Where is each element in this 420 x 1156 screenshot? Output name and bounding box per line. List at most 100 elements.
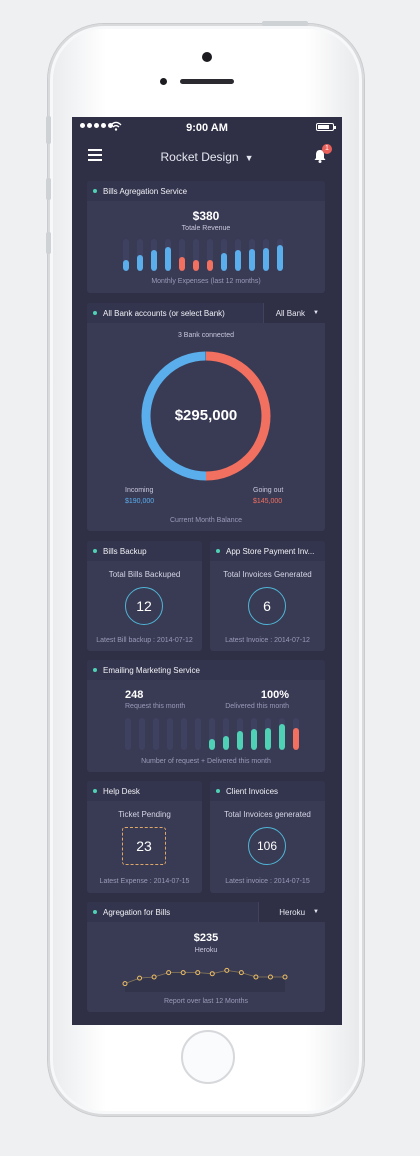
bar (293, 718, 299, 750)
app-store-card: App Store Payment Inv... Total Invoices … (210, 541, 325, 651)
dropdown-arrow-icon: ▼ (313, 310, 319, 316)
bar (193, 239, 199, 271)
balance-donut-chart (141, 351, 271, 481)
bar-fill (137, 255, 143, 271)
status-dot-icon (93, 910, 97, 914)
delivered-percent: 100% (260, 689, 289, 701)
card-footer: Number of request + Delivered this month (141, 758, 271, 765)
status-dot-icon (93, 189, 97, 193)
bar-fill (235, 250, 241, 271)
bar (221, 239, 227, 271)
invoices-label: Total Invoices Generated (223, 570, 312, 579)
bar (125, 718, 131, 750)
bar (167, 718, 173, 750)
card-footer: Monthly Expenses (last 12 months) (151, 278, 261, 285)
nav-title-dropdown[interactable]: Rocket Design ▼ (72, 150, 342, 164)
line-area (125, 970, 285, 992)
bar-fill (221, 253, 227, 271)
status-time: 9:00 AM (186, 122, 228, 134)
bar (279, 718, 285, 750)
bar (235, 239, 241, 271)
signal-icon (80, 123, 113, 128)
bar-fill (265, 727, 271, 750)
card-footer: Latest Expense : 2014-07-15 (99, 878, 190, 885)
status-dot-icon (216, 789, 220, 793)
bar-fill (209, 738, 215, 750)
card-title: Emailing Marketing Service (103, 665, 200, 675)
bar (151, 239, 157, 271)
proximity-sensor (160, 78, 167, 85)
bar-fill (237, 730, 243, 750)
app-screen: 9:00 AM Rocket Design ▼ 1 Bills Agregatio… (72, 117, 342, 1025)
card-title: Bills Backup (103, 546, 147, 556)
aggregation-bills-card: Agregation for Bills Heroku ▼ $235 Herok… (87, 902, 325, 1012)
bar-fill (193, 259, 199, 271)
bar-fill (151, 250, 157, 271)
volume-down-button (46, 232, 51, 254)
card-title: Help Desk (103, 786, 140, 796)
home-button[interactable] (181, 1030, 235, 1084)
bar (249, 239, 255, 271)
bar-fill (263, 247, 269, 271)
bar (209, 718, 215, 750)
bank-select[interactable]: All Bank ▼ (262, 303, 325, 323)
nav-title: Rocket Design (160, 150, 239, 164)
card-header: App Store Payment Inv... (210, 541, 325, 561)
line-point (267, 974, 273, 980)
bills-backup-card: Bills Backup Total Bills Backuped 12 Lat… (87, 541, 202, 651)
line-point (224, 967, 230, 973)
nav-bar: Rocket Design ▼ 1 (72, 139, 342, 179)
invoices-count: 6 (248, 587, 286, 625)
bar (137, 239, 143, 271)
emailing-bar-chart (125, 718, 299, 750)
card-title: App Store Payment Inv... (226, 546, 315, 556)
provider-select[interactable]: Heroku ▼ (258, 902, 325, 922)
bar-fill (249, 248, 255, 271)
bar-fill (179, 256, 185, 271)
front-camera (202, 52, 212, 62)
bar (179, 239, 185, 271)
client-invoices-label: Total Invoices generated (224, 810, 311, 819)
client-invoices-count: 106 (248, 827, 286, 865)
bank-connected-count: 3 Bank connected (177, 332, 235, 339)
status-dot-icon (93, 668, 97, 672)
outgoing-label: Going out (253, 487, 284, 494)
bar (265, 718, 271, 750)
bar (195, 718, 201, 750)
bar-fill (251, 729, 257, 750)
status-dot-icon (93, 789, 97, 793)
card-title: All Bank accounts (or select Bank) (103, 308, 225, 318)
notification-badge: 1 (322, 144, 332, 154)
bar-fill (277, 245, 283, 271)
bills-aggregation-card: Bills Agregation Service $380 Totale Rev… (87, 181, 325, 293)
card-title: Client Invoices (226, 786, 279, 796)
mute-switch (46, 116, 51, 144)
dropdown-arrow-icon: ▼ (313, 909, 319, 915)
bar (153, 718, 159, 750)
bar (139, 718, 145, 750)
bar (237, 718, 243, 750)
revenue-label: Totale Revenue (181, 225, 231, 232)
bar (223, 718, 229, 750)
battery-icon (316, 123, 336, 131)
bar (181, 718, 187, 750)
provider-select-value: Heroku (279, 907, 306, 917)
line-point (137, 975, 143, 981)
backup-count: 12 (125, 587, 163, 625)
line-point (195, 970, 201, 976)
outgoing-arc (205, 351, 271, 481)
requests-count: 248 (125, 689, 144, 701)
card-footer: Latest Bill backup : 2014-07-12 (96, 637, 193, 644)
bar-fill (123, 259, 129, 271)
bar-fill (207, 259, 213, 271)
card-header: Bills Agregation Service (87, 181, 325, 201)
emailing-card: Emailing Marketing Service 248 Request t… (87, 660, 325, 772)
menu-icon[interactable] (88, 149, 102, 161)
ticket-label: Ticket Pending (118, 810, 171, 819)
chevron-down-icon: ▼ (244, 153, 254, 163)
bank-accounts-card: All Bank accounts (or select Bank) All B… (87, 303, 325, 531)
monthly-expenses-bar-chart (123, 239, 283, 271)
backup-label: Total Bills Backuped (108, 570, 181, 579)
balance-total: $295,000 (174, 407, 238, 424)
bar (207, 239, 213, 271)
